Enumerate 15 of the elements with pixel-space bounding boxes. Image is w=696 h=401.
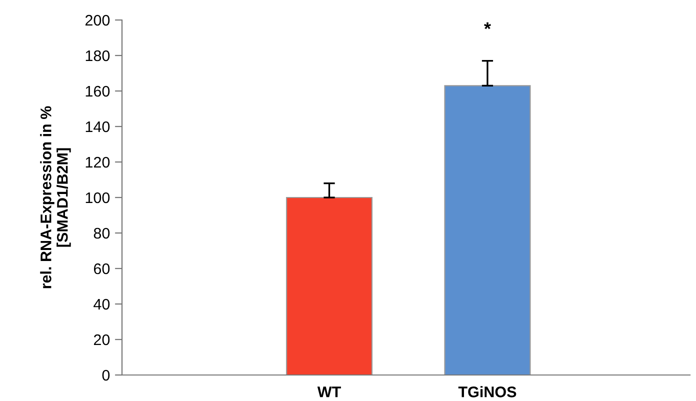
y-axis-title: rel. RNA-Expression in % [SMAD1/B2M] (40, 106, 71, 288)
x-tick-label: WT (317, 386, 341, 398)
y-tick-label: 100 (86, 192, 110, 204)
y-tick-label: 20 (94, 334, 110, 346)
y-tick-label: 80 (94, 228, 110, 239)
y-tick-label: 180 (86, 50, 110, 62)
y-tick-label: 0 (102, 370, 110, 381)
y-tick-label: 60 (94, 263, 110, 274)
annotation: * (484, 22, 491, 30)
x-tick-label: TGiNOS (458, 386, 516, 398)
y-tick-label: 40 (94, 298, 110, 310)
y-tick-label: 120 (86, 156, 110, 168)
y-tick-label: 200 (85, 14, 110, 26)
y-tick-label: 160 (86, 86, 110, 97)
y-tick-label: 140 (86, 121, 110, 132)
